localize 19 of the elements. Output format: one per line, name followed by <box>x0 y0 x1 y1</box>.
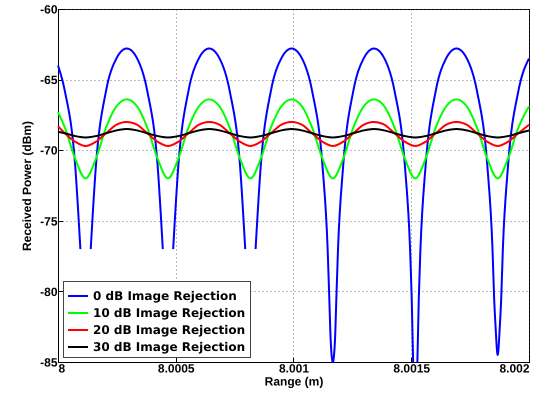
legend-label: 20 dB Image Rejection <box>93 323 246 337</box>
line-series <box>57 120 530 147</box>
x-tick-label: 8.001 <box>278 362 310 376</box>
y-tick-label: -85 <box>40 356 58 370</box>
x-tick-label: 8.0015 <box>393 362 430 376</box>
y-tick-label: -70 <box>40 144 58 158</box>
x-tick-label: 8 <box>58 362 66 376</box>
legend-label: 0 dB Image Rejection <box>93 289 237 303</box>
y-axis-title: Received Power (dBm) <box>20 120 34 252</box>
y-tick-label: -60 <box>40 2 58 16</box>
y-tick-label: -75 <box>40 214 58 228</box>
legend-label: 10 dB Image Rejection <box>93 306 246 320</box>
x-tick-label: 8.002 <box>499 362 530 376</box>
x-axis-title: Range (m) <box>264 374 324 388</box>
x-tick-label: 8.0005 <box>158 362 195 376</box>
y-tick-label: -65 <box>40 73 58 88</box>
line-series <box>57 98 530 180</box>
legend-label: 30 dB Image Rejection <box>93 340 246 354</box>
y-tick-label: -80 <box>40 284 58 299</box>
